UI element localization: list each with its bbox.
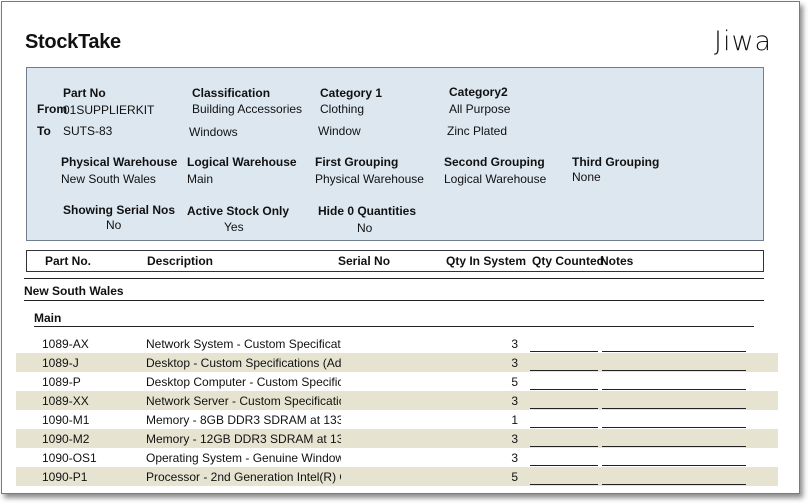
report-title: StockTake — [25, 31, 121, 53]
group-separator-physical — [24, 300, 764, 301]
col-description: Description — [147, 254, 214, 268]
row-part-no: 1090-P1 — [42, 470, 88, 484]
classification-label: Classification — [192, 86, 271, 100]
row-part-no: 1089-J — [42, 356, 79, 370]
table-row: 1090-M1 Memory - 8GB DDR3 SDRAM at 1333MH… — [16, 410, 778, 429]
group-physical-warehouse: New South Wales — [24, 284, 124, 298]
row-part-no: 1089-XX — [42, 394, 89, 408]
notes-line — [602, 389, 746, 390]
row-description: Desktop - Custom Specifications (Advance… — [146, 356, 341, 370]
notes-line — [602, 446, 746, 447]
notes-line — [602, 370, 746, 371]
notes-line — [602, 408, 746, 409]
qty-counted-line — [530, 427, 598, 428]
col-serial-no: Serial No — [338, 254, 391, 268]
row-part-no: 1090-M2 — [42, 432, 90, 446]
category1-to: Window — [318, 124, 361, 138]
category1-from: Clothing — [320, 102, 365, 116]
category2-label: Category2 — [449, 85, 508, 99]
criteria-panel: Part No Classification Category 1 Catego… — [26, 67, 764, 241]
notes-line — [602, 351, 746, 352]
qty-counted-line — [530, 484, 598, 485]
row-qty-in-system: 3 — [511, 394, 518, 408]
row-qty-in-system: 3 — [511, 432, 518, 446]
qty-counted-line — [530, 389, 598, 390]
row-description: Desktop Computer - Custom Specifications — [146, 375, 341, 389]
part-no-label: Part No — [63, 86, 106, 100]
second-grouping-value: Logical Warehouse — [444, 172, 547, 186]
group-logical-warehouse: Main — [34, 311, 62, 325]
to-label: To — [37, 124, 51, 138]
table-row: 1090-P1 Processor - 2nd Generation Intel(… — [16, 467, 778, 486]
active-stock-only-value: Yes — [224, 220, 244, 234]
physical-warehouse-label: Physical Warehouse — [61, 155, 178, 169]
row-qty-in-system: 3 — [511, 337, 518, 351]
col-qty-in-system: Qty In System — [446, 254, 527, 268]
report-page: StockTake Jiwa Part No Classification Ca… — [1, 1, 800, 494]
category2-from: All Purpose — [449, 102, 511, 116]
row-qty-in-system: 3 — [511, 356, 518, 370]
row-description: Network System - Custom Specifications — [146, 337, 341, 351]
qty-counted-line — [530, 465, 598, 466]
active-stock-only-label: Active Stock Only — [187, 204, 290, 218]
col-part-no: Part No. — [45, 254, 92, 268]
row-part-no: 1089-AX — [42, 337, 89, 351]
part-no-to: SUTS-83 — [63, 124, 113, 138]
row-part-no: 1090-M1 — [42, 413, 90, 427]
category1-label: Category 1 — [320, 86, 383, 100]
row-qty-in-system: 5 — [511, 375, 518, 389]
first-grouping-value: Physical Warehouse — [315, 172, 424, 186]
group-separator-logical — [34, 326, 754, 327]
qty-counted-line — [530, 370, 598, 371]
notes-line — [602, 427, 746, 428]
row-description: Processor - 2nd Generation Intel(R) Core — [146, 470, 341, 484]
third-grouping-label: Third Grouping — [572, 155, 660, 169]
table-row: 1089-J Desktop - Custom Specifications (A… — [16, 353, 778, 372]
table-row: 1090-OS1 Operating System - Genuine Windo… — [16, 448, 778, 467]
jiwa-logo: Jiwa — [714, 26, 773, 57]
showing-serial-nos-label: Showing Serial Nos — [63, 203, 176, 217]
notes-line — [602, 465, 746, 466]
row-description: Memory - 8GB DDR3 SDRAM at 1333MHz — [146, 413, 341, 427]
qty-counted-line — [530, 446, 598, 447]
qty-counted-line — [530, 408, 598, 409]
row-qty-in-system: 3 — [511, 451, 518, 465]
row-part-no: 1090-OS1 — [42, 451, 97, 465]
col-qty-counted: Qty Counted — [532, 254, 604, 268]
hide-0-quantities-label: Hide 0 Quantities — [318, 204, 417, 218]
showing-serial-nos-value: No — [106, 218, 122, 232]
hide-0-quantities-value: No — [357, 221, 373, 235]
category2-to: Zinc Plated — [447, 124, 508, 138]
table-row: 1089-AX Network System - Custom Specifica… — [16, 334, 778, 353]
logical-warehouse-value: Main — [187, 172, 214, 186]
column-header-bar: Part No. Description Serial No Qty In Sy… — [26, 250, 764, 272]
qty-counted-line — [530, 351, 598, 352]
group-separator-top — [24, 278, 764, 279]
notes-line — [602, 484, 746, 485]
row-description: Memory - 12GB DDR3 SDRAM at 1333MHz — [146, 432, 341, 446]
table-row: 1089-XX Network Server - Custom Specifica… — [16, 391, 778, 410]
logical-warehouse-label: Logical Warehouse — [187, 155, 297, 169]
col-notes: Notes — [600, 254, 634, 268]
third-grouping-value: None — [572, 170, 601, 184]
table-row: 1089-P Desktop Computer - Custom Specific… — [16, 372, 778, 391]
from-label: From — [37, 102, 67, 116]
physical-warehouse-value: New South Wales — [61, 172, 156, 186]
row-part-no: 1089-P — [42, 375, 81, 389]
row-description: Network Server - Custom Specifications — [146, 394, 341, 408]
second-grouping-label: Second Grouping — [444, 155, 545, 169]
table-row: 1090-M2 Memory - 12GB DDR3 SDRAM at 1333M… — [16, 429, 778, 448]
row-qty-in-system: 1 — [511, 413, 518, 427]
classification-from: Building Accessories — [192, 102, 303, 116]
part-no-from: 01SUPPLIERKIT — [63, 103, 155, 117]
row-qty-in-system: 5 — [511, 470, 518, 484]
classification-to: Windows — [189, 125, 238, 139]
first-grouping-label: First Grouping — [315, 155, 399, 169]
row-description: Operating System - Genuine Windows® 7 — [146, 451, 341, 465]
